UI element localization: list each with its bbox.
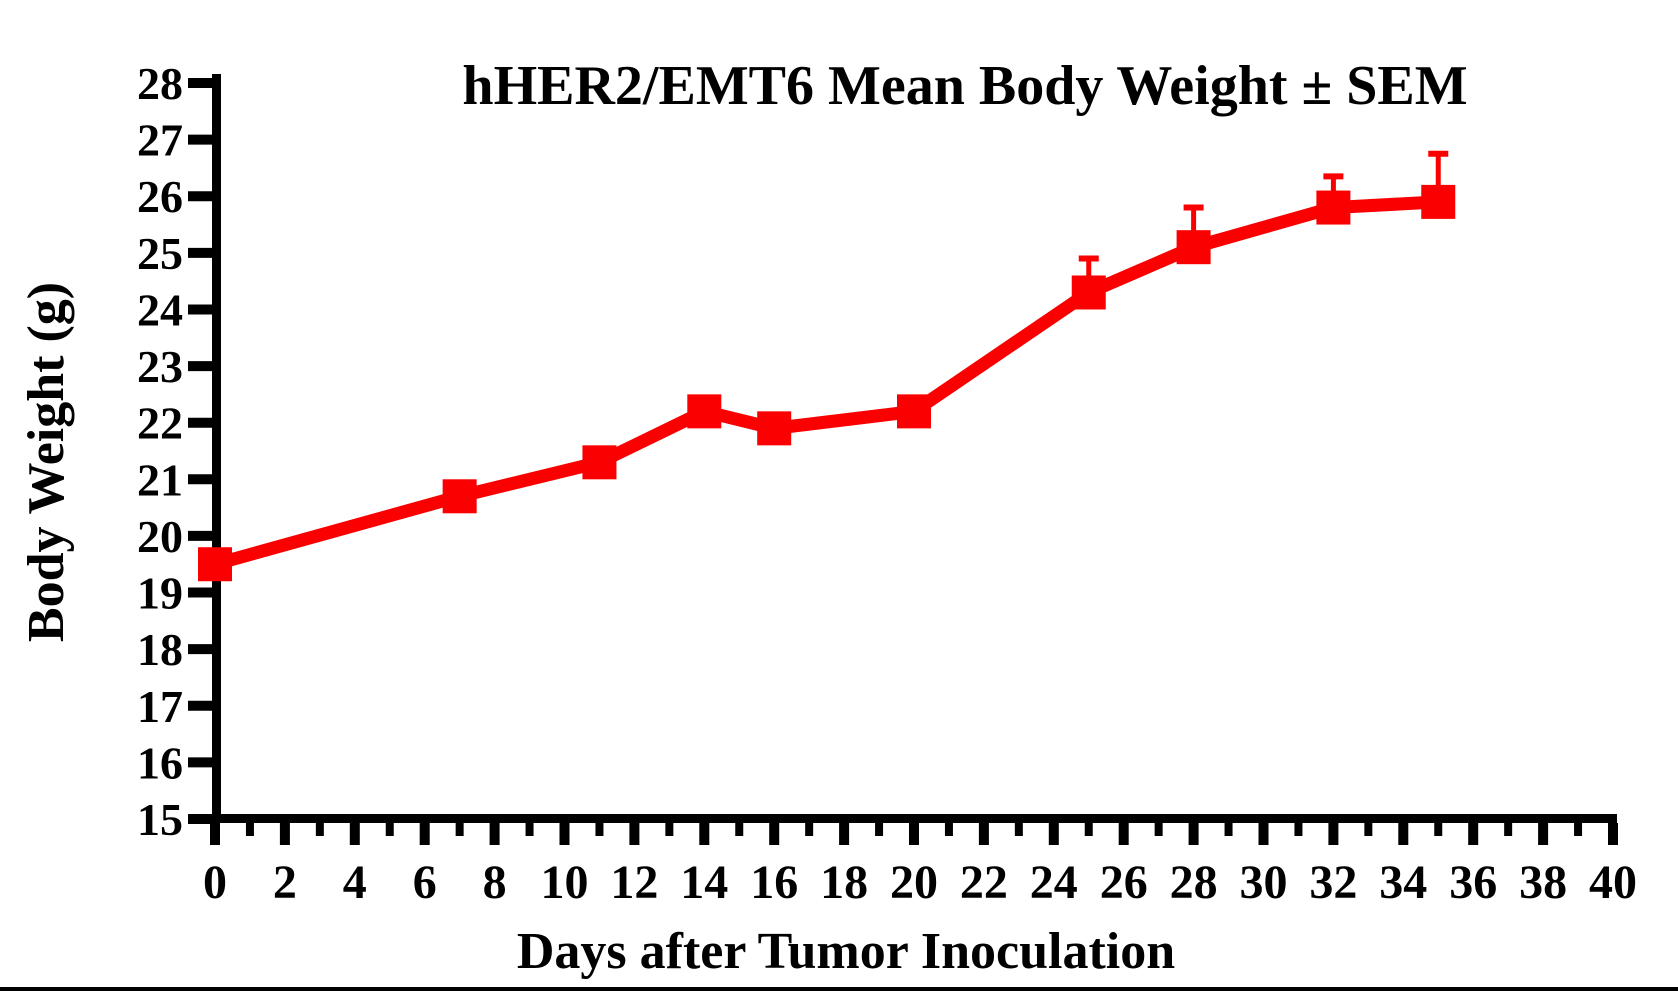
x-tick-label: 8 (483, 856, 507, 909)
y-tick-label: 26 (137, 171, 183, 222)
y-tick-label: 18 (137, 624, 183, 675)
data-point-marker (198, 547, 232, 582)
chart-title: hHER2/EMT6 Mean Body Weight ± SEM (462, 55, 1468, 117)
data-point-marker (442, 479, 477, 514)
y-tick-label: 20 (137, 511, 183, 562)
x-tick-label: 28 (1170, 856, 1218, 909)
x-tick-label: 38 (1519, 856, 1567, 909)
x-tick-label: 0 (203, 856, 227, 909)
x-tick-label: 18 (820, 856, 868, 909)
x-tick-label: 24 (1030, 856, 1078, 909)
x-tick-label: 30 (1240, 856, 1288, 909)
y-tick-label: 19 (137, 568, 183, 619)
y-tick-label: 25 (137, 228, 183, 279)
data-point-marker (1316, 190, 1351, 225)
data-point-marker (1421, 184, 1456, 219)
x-tick-label: 4 (343, 856, 367, 909)
data-point-marker (687, 394, 722, 429)
x-tick-label: 6 (413, 856, 437, 909)
y-tick-label: 16 (137, 737, 183, 788)
x-tick-label: 20 (890, 856, 938, 909)
data-point-marker (1176, 230, 1211, 265)
x-tick-label: 26 (1100, 856, 1148, 909)
x-tick-label: 16 (750, 856, 798, 909)
bottom-rule (0, 987, 1678, 991)
x-tick-label: 34 (1379, 856, 1427, 909)
y-tick-label: 17 (137, 681, 183, 732)
data-point-marker (757, 411, 792, 446)
series-line (213, 195, 1439, 571)
x-tick-label: 32 (1309, 856, 1357, 909)
x-tick-label: 40 (1589, 856, 1637, 909)
data-point-marker (582, 445, 617, 480)
y-tick-label: 21 (137, 454, 183, 505)
y-tick-label: 15 (137, 794, 183, 845)
data-point-marker (1071, 275, 1106, 310)
y-tick-label: 24 (137, 284, 183, 335)
y-tick-label: 27 (137, 115, 183, 166)
x-tick-label: 10 (541, 856, 589, 909)
y-axis-title: Body Weight (g) (18, 281, 75, 643)
data-point-marker (897, 394, 931, 429)
x-axis-title: Days after Tumor Inoculation (516, 923, 1176, 980)
y-tick-label: 23 (137, 341, 183, 392)
x-tick-label: 14 (680, 856, 728, 909)
x-tick-label: 12 (610, 856, 658, 909)
x-tick-label: 22 (960, 856, 1008, 909)
y-tick-label: 28 (137, 58, 183, 109)
x-tick-label: 36 (1449, 856, 1497, 909)
y-tick-label: 22 (137, 398, 183, 449)
x-tick-label: 2 (273, 856, 297, 909)
